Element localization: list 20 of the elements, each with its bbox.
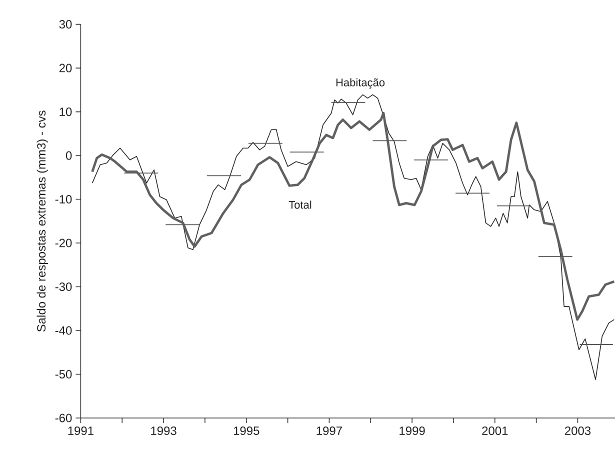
y-tick-label: -20	[55, 238, 72, 248]
y-tick-label: 0	[66, 151, 72, 160]
y-tick-label: -10	[55, 195, 72, 204]
x-tick-label: 1995	[234, 426, 260, 436]
y-tick-label: 20	[59, 64, 72, 72]
y-tick-label: 30	[59, 20, 72, 29]
x-tick-label: 2001	[482, 426, 508, 436]
x-tick-label: 1997	[316, 426, 342, 436]
x-tick-label: 1991	[68, 426, 94, 436]
y-tick-label: -60	[55, 414, 72, 422]
series-label: Total	[288, 200, 312, 209]
y-tick-label: -30	[55, 282, 72, 292]
y-tick-label: -50	[55, 370, 72, 378]
y-tick-label: -40	[55, 326, 72, 335]
y-axis-title: Saldo de respostas extremas (mm3) - cvs	[36, 110, 48, 332]
series-label: Habitação	[336, 78, 385, 89]
x-tick-label: 1993	[151, 426, 176, 436]
x-tick-label: 1999	[400, 426, 425, 436]
x-tick-label: 2003	[564, 426, 591, 436]
y-tick-label: 10	[60, 108, 72, 116]
